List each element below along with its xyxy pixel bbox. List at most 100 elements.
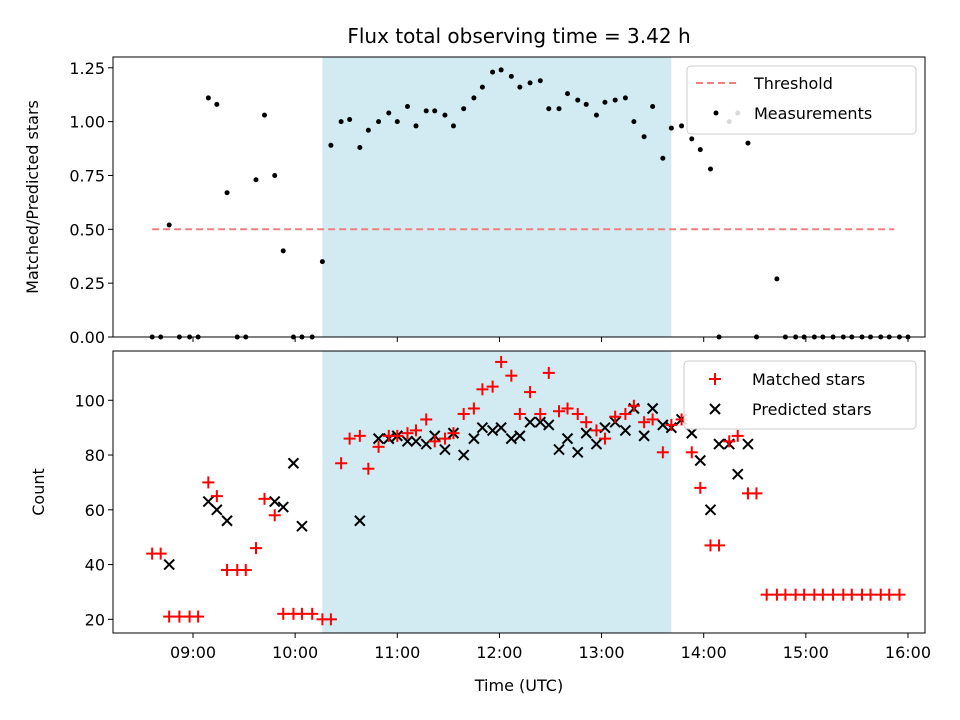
matched-star-point — [638, 416, 651, 429]
matched-star-point — [524, 386, 537, 399]
predicted-star-point — [439, 443, 451, 456]
matched-star-point — [410, 424, 423, 437]
matched-star-point — [173, 610, 186, 623]
matched-star-point — [827, 588, 840, 601]
measurement-point — [365, 127, 371, 133]
predicted-star-point — [619, 424, 632, 437]
matched-star-point — [277, 607, 290, 620]
y-tick-label: 100 — [74, 391, 105, 410]
matched-star-point — [476, 383, 489, 396]
x-tick-label: 15:00 — [783, 643, 829, 662]
measurement-point — [319, 259, 325, 265]
count-panel: 20 40 60 80 100 09:00 10:00 11:00 12:00 13:00 14:… — [29, 350, 931, 695]
matched-star-point — [864, 588, 877, 601]
measurement-point — [774, 276, 780, 282]
predicted-star-point — [211, 504, 223, 516]
x-tick-label: 12:00 — [476, 643, 522, 662]
matched-star-point — [553, 405, 566, 418]
y-tick-label: 0.00 — [69, 328, 105, 347]
matched-star-point — [713, 539, 726, 552]
measurement-point — [641, 134, 647, 140]
measurement-point — [357, 144, 363, 150]
measurement-point — [593, 112, 599, 118]
matched-star-point — [295, 607, 308, 620]
measurement-point — [413, 123, 419, 129]
y-tick-label: 1.25 — [69, 59, 105, 78]
y-tick-label: 60 — [85, 501, 105, 520]
y-tick-label: 80 — [85, 446, 105, 465]
measurement-point — [214, 101, 220, 107]
matched-star-point — [750, 487, 763, 500]
count-panel-frame — [112, 350, 926, 634]
matched-star-point — [590, 424, 603, 437]
predicted-star-point — [410, 435, 422, 448]
matched-star-point — [438, 432, 451, 445]
matched-star-point — [428, 435, 441, 448]
y-tick-label: 0.75 — [69, 166, 105, 185]
matched-star-point — [580, 416, 593, 429]
measurement-point — [660, 155, 666, 161]
measurement-point — [602, 99, 608, 105]
legend-measurements-label: Measurements — [754, 104, 872, 123]
predicted-star-point — [572, 446, 584, 459]
measurement-point — [490, 69, 496, 75]
measurement-point — [461, 106, 467, 112]
legend-measurements-swatch — [713, 110, 719, 116]
count-x-axis-label: Time (UTC) — [474, 676, 563, 695]
measurement-point — [166, 222, 172, 228]
ratio-legend: Threshold Measurements — [686, 65, 917, 135]
measurement-point — [575, 97, 581, 103]
matched-star-point — [401, 427, 414, 440]
predicted-star-point — [638, 430, 650, 442]
ratio-y-axis-label: Matched/Predicted stars — [23, 100, 42, 294]
measurement-point — [689, 136, 695, 142]
predicted-star-point — [704, 504, 717, 516]
matched-star-point — [665, 418, 678, 431]
predicted-star-point — [401, 435, 414, 448]
y-tick-label: 40 — [85, 556, 105, 575]
measurement-point — [262, 112, 268, 118]
measurement-point — [347, 116, 353, 122]
measurement-point — [546, 106, 552, 112]
measurement-point — [537, 78, 543, 84]
matched-star-point — [798, 588, 811, 601]
matched-star-point — [816, 588, 829, 601]
matched-star-point — [513, 407, 526, 420]
matched-star-point — [598, 432, 611, 445]
measurement-point — [442, 112, 448, 118]
ratio-x-ticks — [192, 337, 909, 342]
matched-star-point — [306, 607, 319, 620]
predicted-star-point — [524, 416, 536, 428]
predicted-star-point — [486, 424, 499, 437]
matched-star-point — [505, 369, 518, 382]
matched-star-point — [420, 413, 433, 426]
legend-matched-swatch — [709, 373, 721, 385]
predicted-star-point — [296, 520, 308, 532]
matched-star-point — [447, 427, 460, 440]
predicted-star-point — [457, 449, 470, 461]
count-y-axis-label: Count — [29, 468, 48, 516]
measurement-point — [280, 248, 286, 254]
ratio-panel: 0.00 0.25 0.50 0.75 1.00 1.25 Matched/Predict… — [23, 56, 926, 347]
measurement-point — [404, 104, 410, 110]
matched-star-point — [486, 380, 499, 393]
measurement-point — [224, 190, 230, 196]
measurement-point — [272, 172, 278, 178]
measurement-point — [471, 95, 477, 101]
matched-star-point — [210, 490, 223, 503]
matched-star-point — [163, 610, 176, 623]
measurement-point — [423, 108, 429, 114]
matched-star-point — [372, 440, 385, 453]
predicted-star-point — [553, 443, 565, 456]
measurement-point — [631, 119, 637, 125]
ratio-y-ticks: 0.00 0.25 0.50 0.75 1.00 1.25 — [69, 59, 113, 347]
predicted-star-point — [742, 438, 754, 450]
legend-threshold-label: Threshold — [753, 74, 833, 93]
measurement-point — [668, 125, 674, 131]
matched-star-point — [845, 588, 858, 601]
matched-star-point — [883, 588, 896, 601]
matched-star-point — [192, 610, 205, 623]
matched-star-point — [258, 492, 271, 505]
matched-star-point — [723, 435, 736, 448]
predicted-star-point — [580, 427, 592, 439]
